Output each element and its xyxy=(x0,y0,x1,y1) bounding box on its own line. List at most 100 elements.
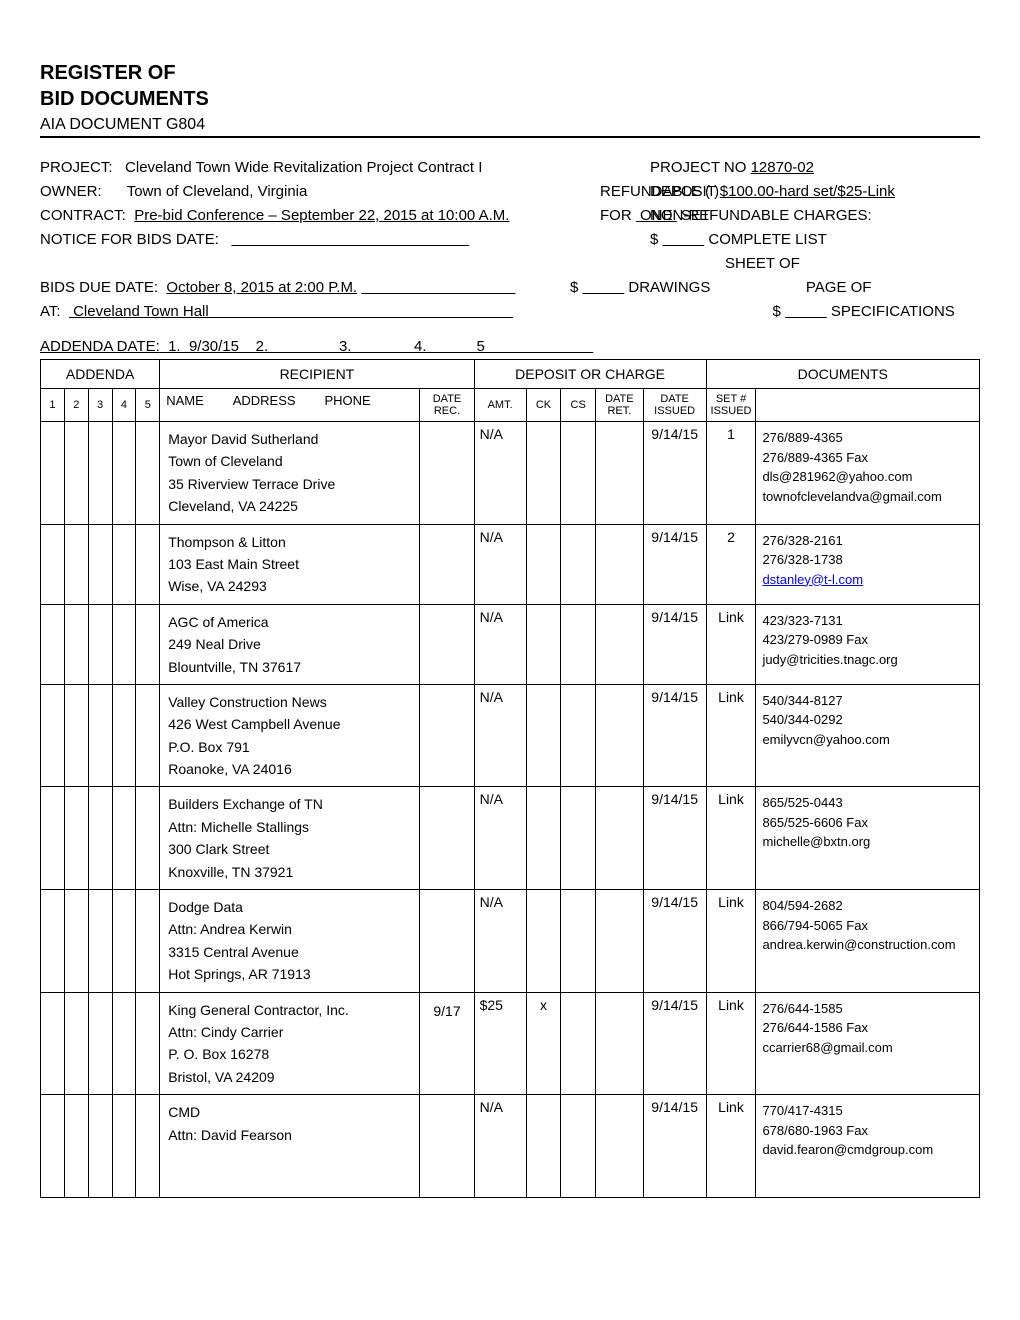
bid-documents-table: ADDENDA RECIPIENT DEPOSIT OR CHARGE DOCU… xyxy=(40,359,980,1198)
ck-cell xyxy=(526,604,561,684)
set-num-cell: Link xyxy=(706,992,756,1095)
table-row: Thompson & Litton103 East Main StreetWis… xyxy=(41,524,980,604)
date-issued-header: DATE ISSUED xyxy=(643,389,706,422)
sheet-of-label: SHEET OF xyxy=(725,255,800,272)
title-block: REGISTER OF BID DOCUMENTS xyxy=(40,60,980,112)
ck-cell: x xyxy=(526,992,561,1095)
addenda-cell xyxy=(88,890,112,993)
date-ret-cell xyxy=(596,992,644,1095)
table-row: AGC of America249 Neal DriveBlountville,… xyxy=(41,604,980,684)
contract-label: CONTRACT: xyxy=(40,207,126,224)
page-of-label: PAGE OF xyxy=(806,279,872,296)
date-ret-cell xyxy=(596,524,644,604)
project-no-label: PROJECT NO xyxy=(650,159,746,176)
recipient-cell: CMDAttn: David Fearson xyxy=(160,1095,420,1198)
set-num-header: SET # ISSUED xyxy=(706,389,756,422)
complete-list-label: COMPLETE LIST xyxy=(708,231,826,248)
recipient-sub-header: NAME ADDRESS PHONE xyxy=(160,389,420,422)
docs-cell: 770/417-4315678/680-1963 Faxdavid.fearon… xyxy=(756,1095,980,1198)
addenda-cell xyxy=(64,992,88,1095)
addenda-cell xyxy=(112,787,136,890)
table-row: Mayor David SutherlandTown of Cleveland3… xyxy=(41,422,980,525)
cs-cell xyxy=(561,422,596,525)
table-row: Dodge DataAttn: Andrea Kerwin3315 Centra… xyxy=(41,890,980,993)
date-issued-cell: 9/14/15 xyxy=(643,422,706,525)
recipient-cell: King General Contractor, Inc.Attn: Cindy… xyxy=(160,992,420,1095)
owner-label: OWNER: xyxy=(40,183,102,200)
amt-cell: N/A xyxy=(474,524,526,604)
cs-cell xyxy=(561,524,596,604)
addenda-date-1: 9/30/15 xyxy=(189,338,239,355)
amt-cell: N/A xyxy=(474,787,526,890)
amt-header: AMT. xyxy=(474,389,526,422)
docs-cell: 804/594-2682866/794-5065 Faxandrea.kerwi… xyxy=(756,890,980,993)
addenda-cell xyxy=(136,1095,160,1198)
date-ret-cell xyxy=(596,787,644,890)
cs-cell xyxy=(561,890,596,993)
addenda-cell xyxy=(112,524,136,604)
ck-cell xyxy=(526,890,561,993)
date-rec-cell xyxy=(420,524,474,604)
cs-cell xyxy=(561,684,596,787)
recipient-cell: AGC of America249 Neal DriveBlountville,… xyxy=(160,604,420,684)
docs-cell: 540/344-8127540/344-0292emilyvcn@yahoo.c… xyxy=(756,684,980,787)
docs-cell: 276/889-4365276/889-4365 Faxdls@281962@y… xyxy=(756,422,980,525)
set-num-cell: Link xyxy=(706,890,756,993)
header-section: PROJECT: Cleveland Town Wide Revitalizat… xyxy=(40,156,980,324)
addenda-cell xyxy=(41,890,65,993)
docs-cell: 276/328-2161276/328-1738dstanley@t-l.com xyxy=(756,524,980,604)
date-rec-cell xyxy=(420,1095,474,1198)
addenda-cell xyxy=(41,992,65,1095)
addenda-cell xyxy=(112,684,136,787)
document-subtitle: AIA DOCUMENT G804 xyxy=(40,116,980,138)
deposit-value: $100.00-hard set/$25-Link xyxy=(720,183,895,200)
project-no-value: 12870-02 xyxy=(751,159,814,176)
project-label: PROJECT: xyxy=(40,159,113,176)
addenda-cell xyxy=(64,787,88,890)
cs-cell xyxy=(561,992,596,1095)
addenda-cell xyxy=(112,992,136,1095)
table-row: Valley Construction News426 West Campbel… xyxy=(41,684,980,787)
addenda-cell xyxy=(136,604,160,684)
table-row: Builders Exchange of TNAttn: Michelle St… xyxy=(41,787,980,890)
col-3: 3 xyxy=(88,389,112,422)
date-issued-cell: 9/14/15 xyxy=(643,524,706,604)
project-value: Cleveland Town Wide Revitalization Proje… xyxy=(125,159,482,176)
addenda-date-line: ADDENDA DATE: 1. 9/30/15 2. 3. 4. 5 xyxy=(40,338,980,355)
bids-due-value: October 8, 2015 at 2:00 P.M. xyxy=(166,279,357,296)
addenda-cell xyxy=(88,524,112,604)
addenda-cell xyxy=(64,422,88,525)
ck-cell xyxy=(526,787,561,890)
amt-cell: N/A xyxy=(474,1095,526,1198)
addenda-cell xyxy=(136,890,160,993)
addenda-cell xyxy=(64,524,88,604)
ck-cell xyxy=(526,422,561,525)
addenda-cell xyxy=(88,604,112,684)
date-ret-cell xyxy=(596,422,644,525)
amt-cell: N/A xyxy=(474,684,526,787)
addenda-cell xyxy=(41,524,65,604)
addenda-cell xyxy=(88,787,112,890)
set-num-cell: Link xyxy=(706,787,756,890)
addenda-cell xyxy=(41,787,65,890)
docs-cell: 276/644-1585276/644-1586 Faxccarrier68@g… xyxy=(756,992,980,1095)
set-num-cell: Link xyxy=(706,684,756,787)
cs-cell xyxy=(561,787,596,890)
cs-cell xyxy=(561,604,596,684)
addenda-cell xyxy=(41,422,65,525)
amt-cell: N/A xyxy=(474,422,526,525)
cs-header: CS xyxy=(561,389,596,422)
addenda-cell xyxy=(136,524,160,604)
addenda-cell xyxy=(136,684,160,787)
addenda-cell xyxy=(64,684,88,787)
addenda-cell xyxy=(112,890,136,993)
date-rec-cell xyxy=(420,684,474,787)
title-line-1: REGISTER OF xyxy=(40,60,980,86)
contract-value: Pre-bid Conference – September 22, 2015 … xyxy=(134,207,509,224)
docs-cell: 865/525-0443865/525-6606 Faxmichelle@bxt… xyxy=(756,787,980,890)
date-issued-cell: 9/14/15 xyxy=(643,684,706,787)
recipient-cell: Builders Exchange of TNAttn: Michelle St… xyxy=(160,787,420,890)
at-value: Cleveland Town Hall xyxy=(73,303,209,320)
amt-cell: N/A xyxy=(474,890,526,993)
amt-cell: $25 xyxy=(474,992,526,1095)
